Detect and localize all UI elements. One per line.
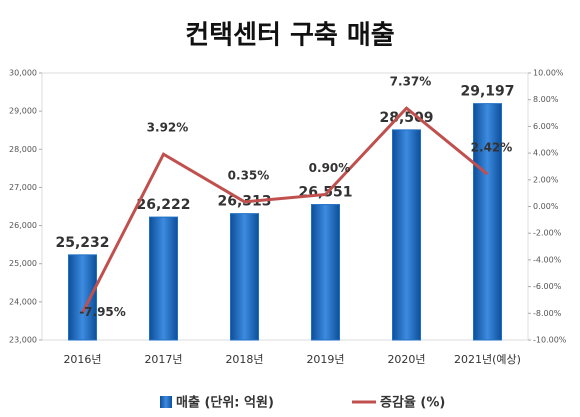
x-tick-label: 2017년 [144, 353, 182, 366]
y-tick-label: 29,000 [9, 107, 37, 116]
line-value-label: 3.92% [147, 121, 189, 135]
legend-label: 증감율 (%) [380, 395, 445, 411]
y2-tick-label: 4.00% [533, 149, 559, 158]
y2-tick-label: 8.00% [533, 95, 559, 104]
x-tick-label: 2016년 [63, 353, 101, 366]
bar [149, 216, 178, 341]
line [81, 106, 489, 314]
y2-tick-label: -6.00% [533, 282, 562, 291]
x-tick-label: 2021년(예상) [454, 353, 521, 366]
bar-value-label: 26,222 [136, 197, 190, 213]
plot-area [41, 72, 529, 341]
y2-tick-label: 6.00% [533, 122, 559, 131]
y-tick-label: 30,000 [9, 69, 37, 78]
legend-label: 매출 (단위: 억원) [176, 395, 274, 411]
y2-tick-label: -8.00% [533, 309, 562, 318]
y2-tick-label: -4.00% [533, 255, 562, 264]
y2-tick-label: 0.00% [533, 202, 559, 211]
bar [68, 254, 97, 341]
line-value-label: 2.42% [471, 141, 513, 155]
y-tick-label: 23,000 [9, 336, 37, 345]
x-tick-label: 2019년 [306, 353, 344, 366]
y2-tick-label: 10.00% [533, 69, 564, 78]
chart-title: 컨택센터 구축 매출 [185, 21, 394, 51]
bar-value-label: 29,197 [460, 84, 514, 100]
bar-value-label: 25,232 [55, 235, 109, 251]
y-tick-label: 25,000 [9, 259, 37, 268]
line-value-label: 0.90% [309, 161, 351, 175]
y2-tick-label: 2.00% [533, 175, 559, 184]
line-value-label: 0.35% [228, 168, 270, 182]
y2-tick-label: -2.00% [533, 229, 562, 238]
x-tick-label: 2018년 [225, 353, 263, 366]
line-value-label: -7.95% [79, 305, 126, 319]
bar [311, 204, 340, 341]
y-tick-label: 27,000 [9, 183, 37, 192]
x-tick-label: 2020년 [387, 353, 425, 366]
y-tick-label: 24,000 [9, 297, 37, 306]
bar [230, 213, 259, 341]
y-tick-label: 28,000 [9, 145, 37, 154]
line-value-label: 7.37% [390, 75, 432, 89]
legend-swatch [160, 396, 172, 408]
bar [392, 129, 421, 341]
y-tick-label: 26,000 [9, 221, 37, 230]
bar [473, 103, 502, 341]
y2-tick-label: -10.00% [533, 336, 567, 345]
